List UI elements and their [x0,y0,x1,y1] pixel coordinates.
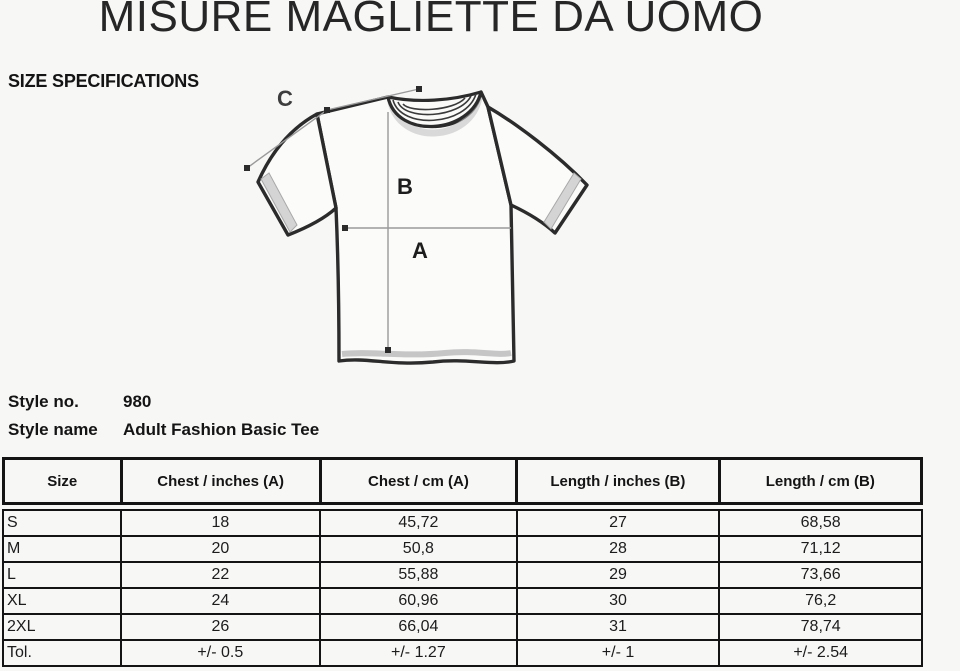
chest-inches-cell: 24 [119,587,322,615]
size-cell: Tol. [2,639,122,667]
table-row-s: S 18 45,72 27 68,58 [2,509,923,537]
style-no-label: Style no. [8,392,79,411]
header-size: Size [2,457,123,505]
length-inches-cell: 29 [515,561,721,589]
size-cell: M [2,535,122,563]
chest-inches-cell: 22 [119,561,322,589]
chest-cm-cell: 60,96 [319,587,518,615]
style-no-value: 980 [123,392,152,411]
chest-cm-cell: 45,72 [319,509,518,537]
style-no-row: Style no. 980 [8,388,319,416]
chest-inches-cell: 20 [119,535,322,563]
table-row-tolerance: Tol. +/- 0.5 +/- 1.27 +/- 1 +/- 2.54 [2,639,923,667]
diagram-label-a: A [412,238,428,263]
table-row-xl: XL 24 60,96 30 76,2 [2,587,923,615]
page-title: MISURE MAGLIETTE DA UOMO [98,0,764,41]
chest-inches-cell: 26 [119,613,322,641]
collar-rib-2 [397,95,472,116]
size-cell: XL [2,587,122,615]
header-length-cm: Length / cm (B) [717,457,924,505]
measure-dot [244,165,250,171]
table-row-m: M 20 50,8 28 71,12 [2,535,923,563]
chest-cm-cell: 50,8 [319,535,518,563]
header-row: Size Chest / inches (A) Chest / cm (A) L… [2,457,924,505]
chest-inches-cell: +/- 0.5 [119,639,322,667]
style-name-row: Style name Adult Fashion Basic Tee [8,416,319,444]
style-name-value: Adult Fashion Basic Tee [123,420,320,439]
length-inches-cell: +/- 1 [515,639,721,667]
table-row-l: L 22 55,88 29 73,66 [2,561,923,589]
measure-dot [385,347,391,353]
tshirt-measurement-diagram: C B A [205,82,605,382]
style-name-label: Style name [8,420,98,439]
measure-dot [342,225,348,231]
style-info: Style no. 980 Style name Adult Fashion B… [8,388,319,444]
right-cuff-stripe [543,172,582,230]
length-cm-cell: 71,12 [718,535,923,563]
diagram-label-c: C [277,86,293,111]
size-cell: 2XL [2,613,122,641]
diagram-label-b: B [397,174,413,199]
length-inches-cell: 31 [515,613,721,641]
length-cm-cell: 78,74 [718,613,923,641]
size-table-body: S 18 45,72 27 68,58 M 20 50,8 28 71,12 L… [2,509,923,667]
size-table-header: Size Chest / inches (A) Chest / cm (A) L… [2,457,924,505]
size-table: Size Chest / inches (A) Chest / cm (A) L… [2,457,924,667]
measure-dot [324,107,330,113]
length-inches-cell: 28 [515,535,721,563]
measure-dot [416,86,422,92]
hem-band [341,349,512,358]
chest-cm-cell: 55,88 [319,561,518,589]
header-chest-inches: Chest / inches (A) [119,457,322,505]
header-chest-cm: Chest / cm (A) [318,457,519,505]
length-cm-cell: +/- 2.54 [718,639,923,667]
length-inches-cell: 30 [515,587,721,615]
size-specifications-label: SIZE SPECIFICATIONS [8,71,199,91]
length-inches-cell: 27 [515,509,721,537]
collar-rib-3 [402,97,466,111]
length-cm-cell: 68,58 [718,509,923,537]
left-cuff-stripe [260,172,298,233]
tshirt-diagram-svg: C B A [244,86,589,365]
length-cm-cell: 73,66 [718,561,923,589]
size-cell: L [2,561,122,589]
table-row-2xl: 2XL 26 66,04 31 78,74 [2,613,923,641]
chest-cm-cell: 66,04 [319,613,518,641]
collar-rib-1 [392,93,477,122]
chest-inches-cell: 18 [119,509,322,537]
header-length-inches: Length / inches (B) [515,457,721,505]
chest-cm-cell: +/- 1.27 [319,639,518,667]
length-cm-cell: 76,2 [718,587,923,615]
size-cell: S [2,509,122,537]
